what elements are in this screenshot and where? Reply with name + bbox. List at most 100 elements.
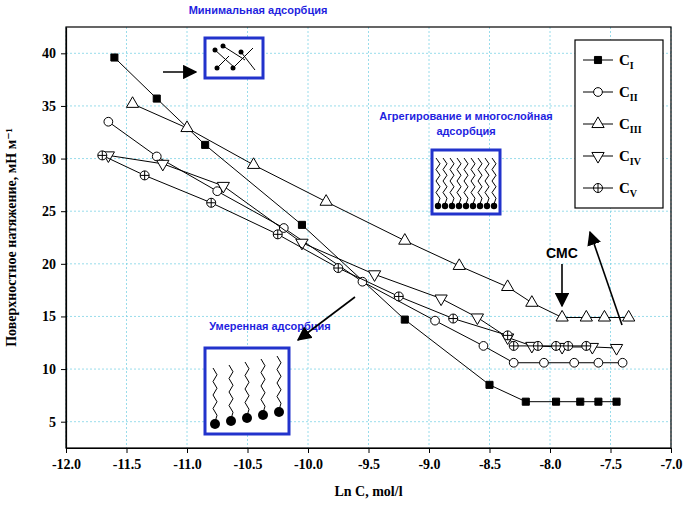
tick-label: 20 [42,257,56,272]
legend-label: CV [619,180,638,199]
icon-head [470,203,476,209]
icon-chain [213,368,217,422]
icon-chain [478,158,482,204]
tick: 30 [42,152,66,167]
icon-chain [245,362,249,416]
marker-part [273,230,282,239]
grid-line [126,27,127,448]
data-point [207,198,216,207]
grid-line [368,27,369,448]
tick: -8.5 [479,448,501,472]
data-point [449,314,458,323]
tick-label: 5 [49,415,56,430]
tick: -7.0 [660,448,682,472]
tick-label: -7.0 [660,457,682,472]
data-point [533,341,542,350]
data-point [334,264,343,273]
marker-part [207,198,216,207]
tick-label: -9.5 [358,457,380,472]
data-point [556,310,568,321]
grid-line [66,421,671,422]
tick-mark [61,106,66,107]
arrow [163,71,196,73]
icon-chain [443,158,447,204]
icon-chain [277,356,281,410]
tick: -10.5 [233,448,262,472]
legend: CICIICIIICIVCV [575,40,663,208]
icon-head [274,407,284,417]
plot-frame [66,27,671,448]
tick: -9.0 [418,448,440,472]
marker-part [338,264,339,273]
tick-mark [61,159,66,160]
marker-part [503,331,512,340]
legend-marker [594,184,603,193]
annotation: Умеренная адсорбция [209,320,331,332]
tick-label: 25 [42,204,56,219]
icon-chain [217,56,229,68]
marker-part [533,341,542,350]
data-point [358,277,367,286]
data-point [486,381,493,388]
tick: -11.5 [113,448,141,472]
legend-item: CIII [583,116,642,135]
annotations: Минимальная адсорбцияАгрегирование и мно… [163,4,622,434]
marker-part [398,292,399,301]
tick-mark [61,211,66,212]
icon-head [242,413,252,423]
marker-part [537,341,538,350]
tick: 35 [42,99,66,114]
data-point [564,341,573,350]
icon [432,150,500,214]
series-line [108,155,616,348]
icon-chain [241,52,255,70]
tick-label: -8.5 [479,457,501,472]
data-point [582,341,591,350]
marker-part [586,341,587,350]
icon-head [239,50,244,55]
data-point [247,158,259,169]
data-point [394,292,403,301]
data-point [217,182,229,193]
tick-mark [248,448,249,453]
marker-part [509,341,518,350]
marker-part [211,198,212,207]
icon-chain [471,158,475,204]
tick-mark [611,448,612,453]
tick: -12.0 [52,448,81,472]
icon-chain [229,365,233,419]
marker-part [594,184,603,193]
marker-part [98,151,107,160]
data-point [399,234,411,245]
icon-chain [492,158,496,204]
icon-head [449,203,455,209]
marker-part [513,341,514,350]
icon-chain [215,50,235,68]
tick-mark [61,369,66,370]
data-point [502,280,514,291]
icon-head [435,203,441,209]
legend-marker [592,117,604,128]
series-line [133,104,629,318]
tick-label: -9.0 [418,457,440,472]
tick-label: -7.5 [600,457,622,472]
tick-label: 35 [42,99,56,114]
data-point [598,310,610,321]
tick-mark [550,448,551,453]
tick-mark [61,264,66,265]
arrow [561,264,563,306]
marker-part [277,230,278,239]
icon-chain [464,158,468,204]
data-point [157,160,169,171]
tick-mark [490,448,491,453]
grid-line [66,211,671,212]
tick-mark [308,448,309,453]
data-point [610,344,622,355]
arrow [298,297,355,340]
marker-part [449,314,458,323]
grid-line [66,369,671,370]
data-point [152,152,161,161]
data-point [181,121,193,132]
marker-part [453,314,454,323]
legend-item: CIV [583,148,642,167]
